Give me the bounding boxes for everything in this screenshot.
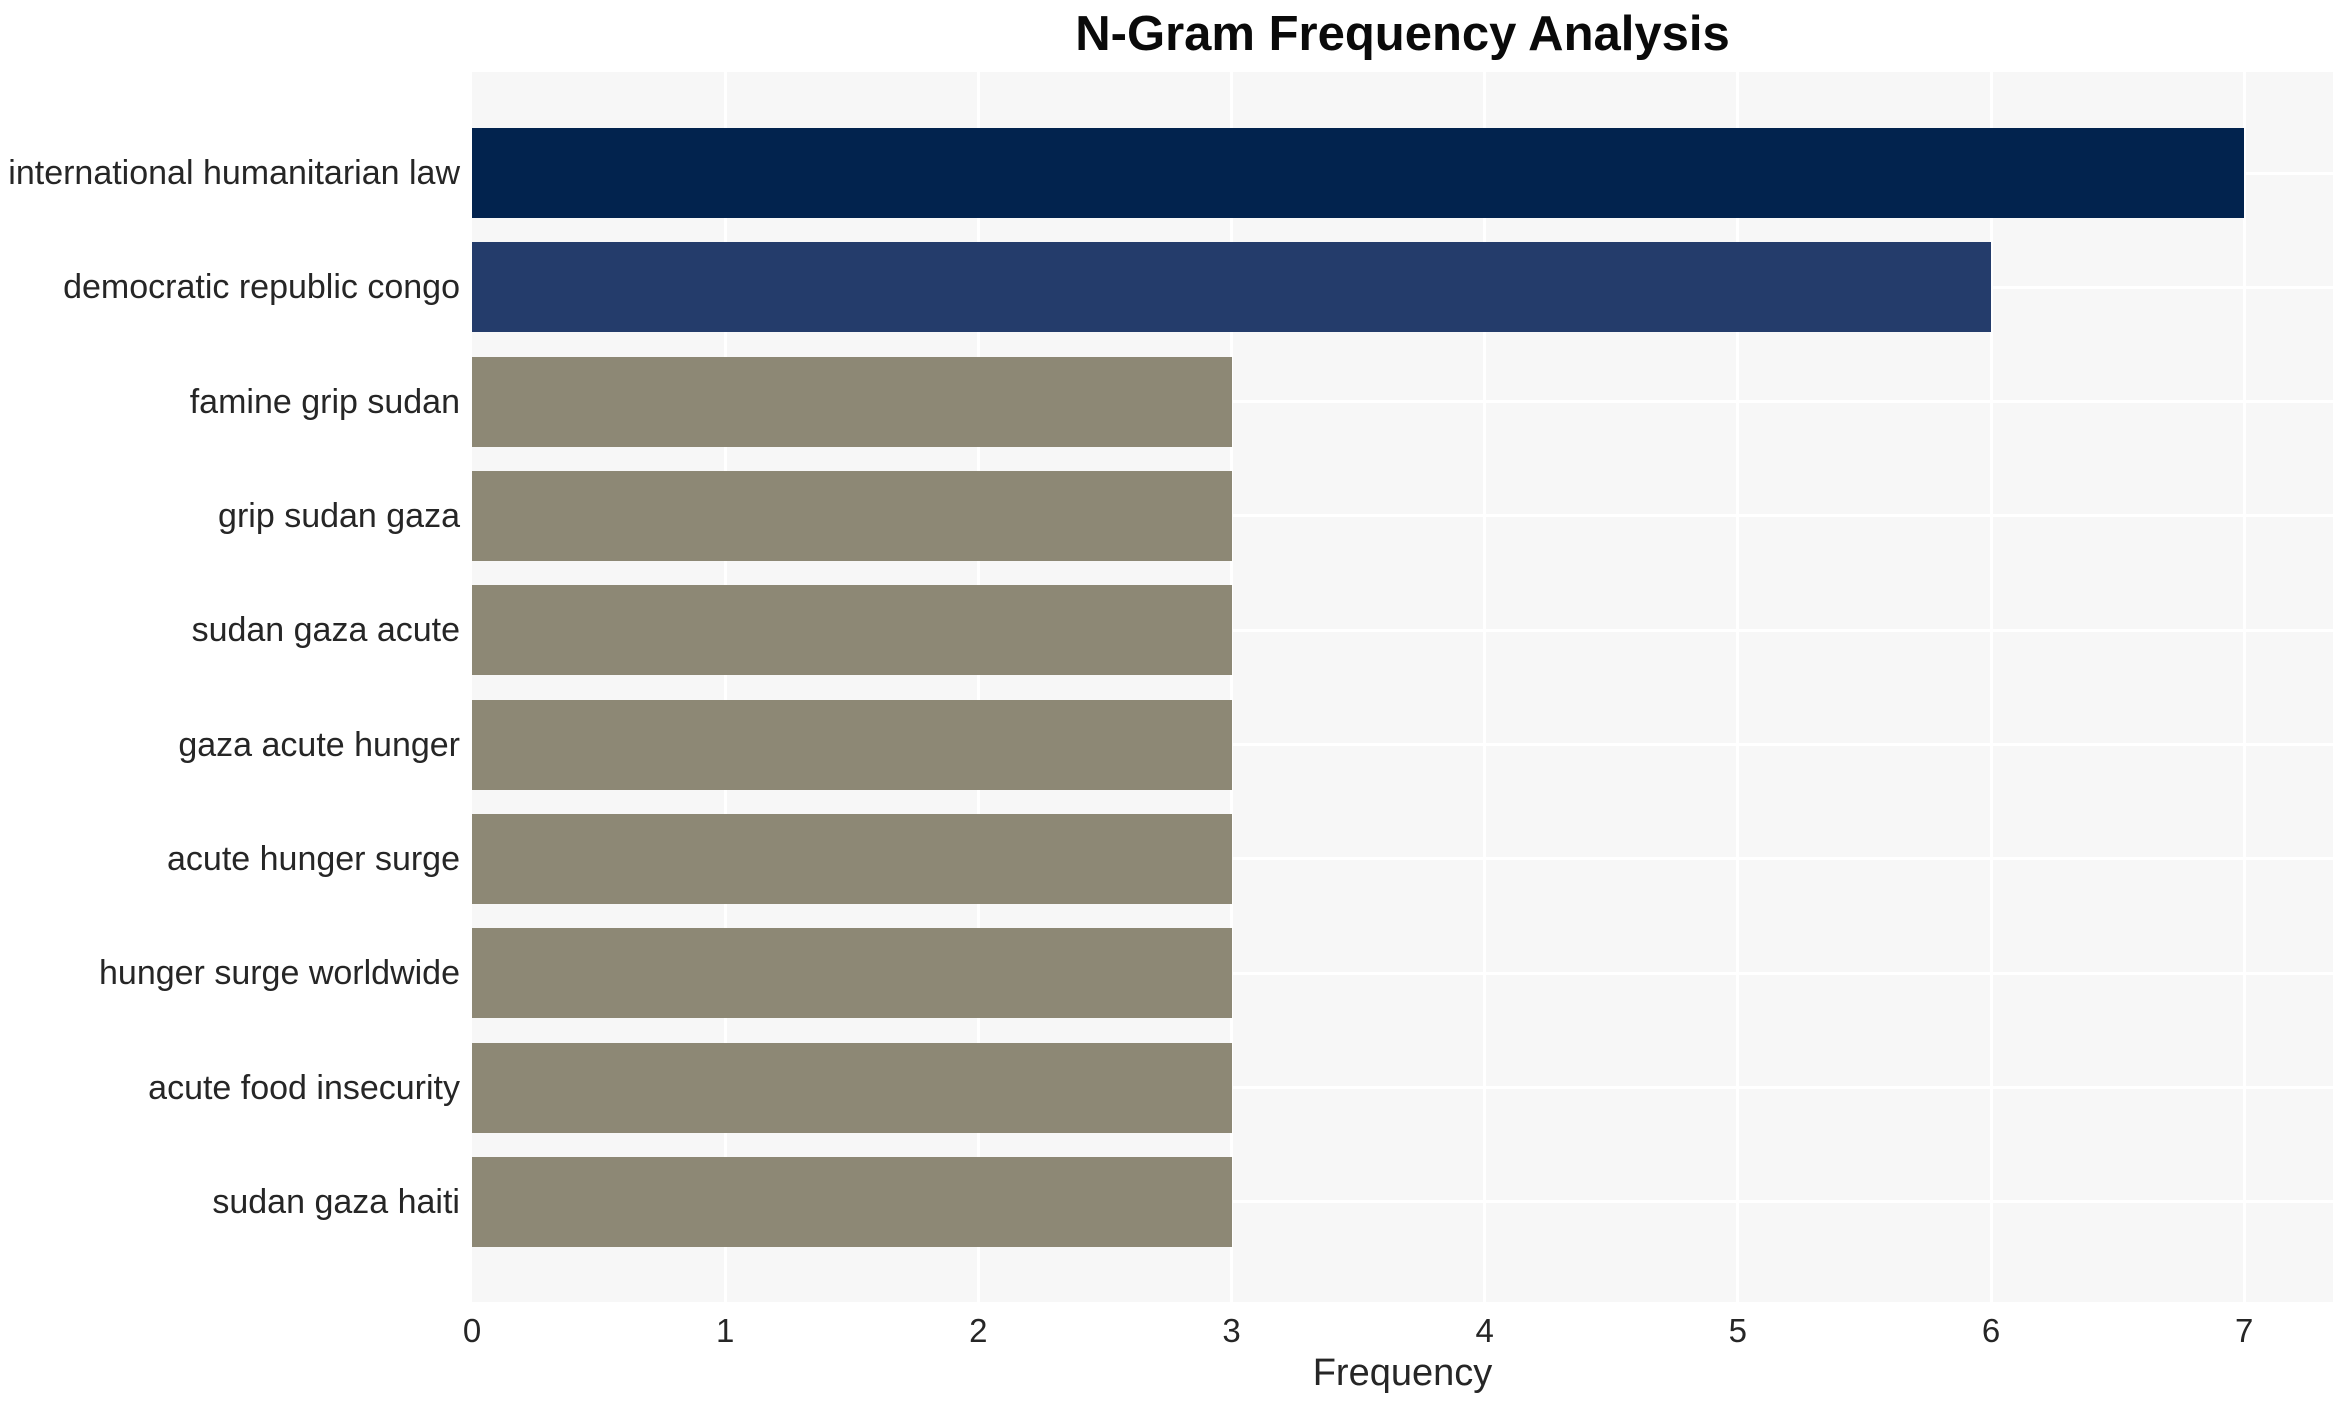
x-axis-title: Frequency — [1312, 1352, 1493, 1394]
x-axis-tick-label: 6 — [1981, 1312, 2001, 1349]
x-axis-tick-label: 2 — [969, 1312, 988, 1349]
y-axis-category-label: sudan gaza haiti — [212, 1182, 460, 1221]
gridline-vertical — [723, 72, 727, 1302]
gridline-horizontal — [472, 628, 2333, 632]
x-axis-tick-label: 3 — [1222, 1312, 1241, 1349]
gridline-vertical — [976, 72, 980, 1302]
gridline-horizontal — [472, 514, 2333, 518]
y-axis-category-label: hunger surge worldwide — [99, 954, 460, 993]
gridline-horizontal — [472, 1200, 2333, 1204]
bar — [472, 1042, 1232, 1133]
gridline-horizontal — [472, 400, 2333, 404]
gridline-horizontal — [472, 1086, 2333, 1090]
gridline-horizontal — [472, 857, 2333, 861]
bar — [472, 356, 1232, 447]
bar — [472, 585, 1232, 676]
plot-area — [472, 72, 2333, 1302]
bar — [472, 470, 1232, 561]
gridline-vertical — [1230, 72, 1233, 1302]
bar — [472, 813, 1232, 904]
x-axis-tick-label: 7 — [2235, 1312, 2254, 1349]
gridline-vertical — [1736, 72, 1740, 1302]
x-axis-tick-label: 1 — [715, 1312, 735, 1349]
x-axis-tick-label: 4 — [1475, 1312, 1494, 1349]
gridline-horizontal — [472, 743, 2333, 747]
chart-title: N-Gram Frequency Analysis — [1075, 7, 1730, 61]
gridline-vertical — [1989, 72, 1993, 1302]
gridline-horizontal — [472, 971, 2333, 975]
y-axis-category-label: grip sudan gaza — [218, 496, 460, 535]
gridline-vertical — [1483, 72, 1487, 1302]
y-axis-category-label: gaza acute hunger — [178, 725, 460, 764]
bar — [472, 1156, 1232, 1247]
y-axis-category-label: famine grip sudan — [189, 382, 460, 421]
y-axis-category-label: acute hunger surge — [167, 839, 460, 878]
y-axis-category-label: international humanitarian law — [8, 154, 460, 192]
y-axis-category-label: acute food insecurity — [148, 1068, 460, 1107]
x-axis-tick-label: 5 — [1728, 1312, 1748, 1349]
y-axis-category-label: sudan gaza acute — [191, 611, 460, 650]
bar — [472, 242, 1992, 333]
bar — [472, 699, 1232, 790]
y-axis-category-label: democratic republic congo — [63, 268, 460, 307]
gridline-vertical — [2242, 72, 2246, 1302]
bar — [472, 128, 2245, 218]
bar — [472, 928, 1232, 1019]
x-axis-tick-label: 0 — [462, 1312, 482, 1349]
